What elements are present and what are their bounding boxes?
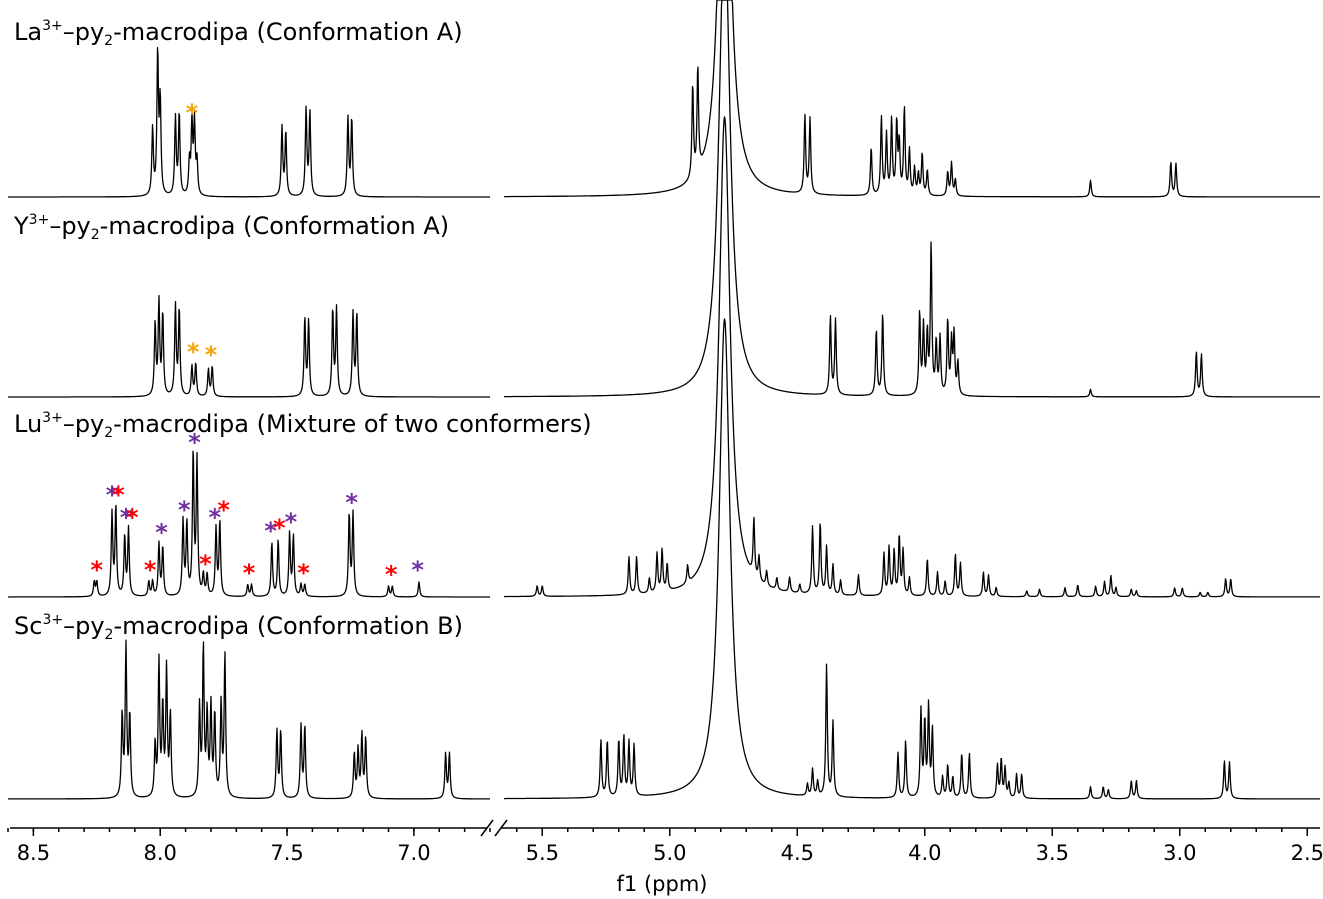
spectrum-title-rest: -macrodipa (Conformation A) [113, 18, 463, 46]
spectrum-title-charge: 3+ [42, 18, 63, 34]
assignment-star: * [264, 517, 277, 545]
assignment-star: * [178, 496, 191, 524]
assignment-star: * [205, 341, 218, 369]
spectrum-title-sub: 2 [104, 425, 114, 441]
spectrum-trace [503, 0, 1321, 398]
x-tick-label: 8.0 [143, 841, 176, 865]
assignment-star: * [217, 496, 230, 524]
spectrum-title-charge: 3+ [28, 212, 50, 228]
assignment-star: * [155, 519, 168, 547]
x-tick-label: 3.5 [1036, 841, 1069, 865]
x-tick-label: 4.0 [908, 841, 941, 865]
spectrum-title-rest: -macrodipa (Mixture of two conformers) [113, 410, 592, 438]
spectrum-traces [7, 0, 1321, 800]
x-tick-label: 2.5 [1291, 841, 1323, 865]
spectrum-title: La3+–py2-macrodipa (Conformation A) [14, 18, 463, 49]
assignment-star: * [273, 514, 286, 542]
x-tick-label: 8.5 [17, 841, 50, 865]
assignment-star: * [126, 504, 139, 532]
spectrum-trace [503, 116, 1321, 598]
x-axis-title: f1 (ppm) [617, 872, 708, 896]
assignment-star: * [144, 556, 157, 584]
spectrum-title-ligand: –py [63, 612, 105, 640]
spectrum-title-element: La [14, 18, 43, 46]
spectrum-title-sub: 2 [104, 33, 114, 49]
x-tick-label: 3.0 [1163, 841, 1196, 865]
spectrum-title-ligand: –py [62, 18, 105, 46]
assignment-star: * [186, 99, 199, 127]
spectrum-title-element: Lu [14, 410, 43, 438]
spectrum-title-rest: -macrodipa (Conformation A) [99, 212, 450, 240]
spectrum-title-ligand: –py [62, 410, 105, 438]
x-tick-label: 4.5 [781, 841, 814, 865]
spectrum-trace [7, 295, 491, 398]
spectrum-title-element: Sc [14, 612, 43, 640]
assignment-star: * [199, 550, 212, 578]
spectrum-trace [7, 47, 491, 198]
assignment-star: * [411, 556, 424, 584]
peak-assignment-markers: ** ******************** * [91, 99, 425, 589]
assignment-star: * [112, 481, 125, 509]
spectrum-trace [503, 0, 1321, 198]
spectrum-trace [7, 450, 491, 598]
axis-break-mark [494, 819, 508, 837]
spectrum-title-charge: 3+ [42, 410, 63, 426]
assignment-star: * [91, 556, 104, 584]
spectrum-title: Lu3+–py2-macrodipa (Mixture of two confo… [14, 410, 592, 441]
x-tick-label: 5.0 [653, 841, 686, 865]
x-tick-label: 5.5 [526, 841, 559, 865]
assignment-star: * [106, 481, 119, 509]
spectrum-title-sub: 2 [104, 627, 114, 643]
spectrum-trace [7, 639, 491, 800]
spectrum-title-sub: 2 [90, 227, 100, 243]
assignment-star: * [209, 504, 222, 532]
spectrum-title-charge: 3+ [42, 612, 64, 628]
spectrum-title-element: Y [14, 212, 29, 240]
assignment-star: * [345, 489, 358, 517]
assignment-star: * [187, 338, 200, 366]
axis-break-mark [480, 819, 494, 837]
x-tick-label: 7.0 [397, 841, 430, 865]
spectrum-title-rest: -macrodipa (Conformation B) [113, 612, 463, 640]
assignment-star: * [188, 429, 201, 457]
assignment-star: * [297, 559, 310, 587]
assignment-star: * [120, 504, 133, 532]
assignment-star: * [285, 508, 298, 536]
spectrum-trace [503, 318, 1321, 800]
assignment-star: * [243, 559, 256, 587]
x-tick-label: 7.5 [270, 841, 303, 865]
spectrum-title: Y3+–py2-macrodipa (Conformation A) [14, 212, 449, 243]
spectrum-title: Sc3+–py2-macrodipa (Conformation B) [14, 612, 463, 643]
x-axis: 8.5 8.0 7.5 7.0 5.5 5.0 4.5 4.0 3.5 3.0 2.5 [7, 819, 1323, 865]
assignment-star: * [385, 561, 398, 589]
spectrum-title-ligand: –py [49, 212, 91, 240]
